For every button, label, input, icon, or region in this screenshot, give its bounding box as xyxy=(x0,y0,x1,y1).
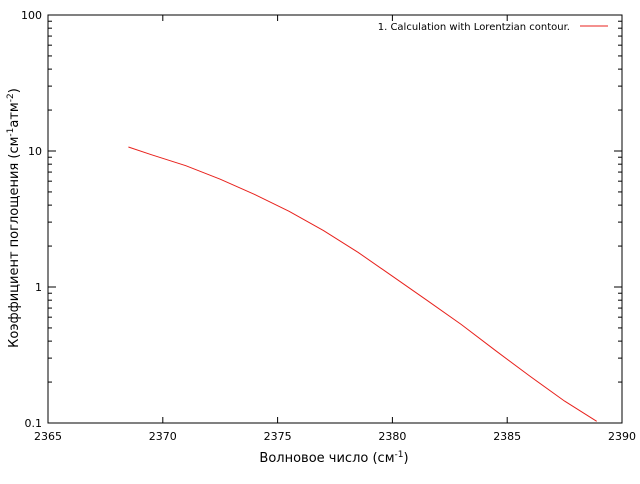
x-tick-label: 2385 xyxy=(493,430,521,443)
ticks-layer: 2365 2370 2375 2380 2385 2390 0.1 1 10 100 xyxy=(21,9,636,443)
y-tick-label: 10 xyxy=(28,145,42,158)
x-tick-label: 2390 xyxy=(608,430,636,443)
y-tick-label: 1 xyxy=(35,281,42,294)
x-tick-label: 2370 xyxy=(149,430,177,443)
series-line xyxy=(128,146,597,422)
y-tick-label: 100 xyxy=(21,9,42,22)
series-layer xyxy=(128,146,597,422)
x-tick-label: 2365 xyxy=(34,430,62,443)
y-tick-label: 0.1 xyxy=(25,417,43,430)
x-tick-label: 2380 xyxy=(378,430,406,443)
x-axis-label: Волновое число (см-1) xyxy=(259,450,408,466)
x-tick-label: 2375 xyxy=(264,430,292,443)
legend-entry-label: 1. Calculation with Lorentzian contour. xyxy=(378,22,570,33)
plot-frame xyxy=(47,14,623,424)
legend: 1. Calculation with Lorentzian contour. xyxy=(378,22,608,33)
y-axis-label: Коэффициент поглощения (см-1атм-2) xyxy=(6,88,22,348)
